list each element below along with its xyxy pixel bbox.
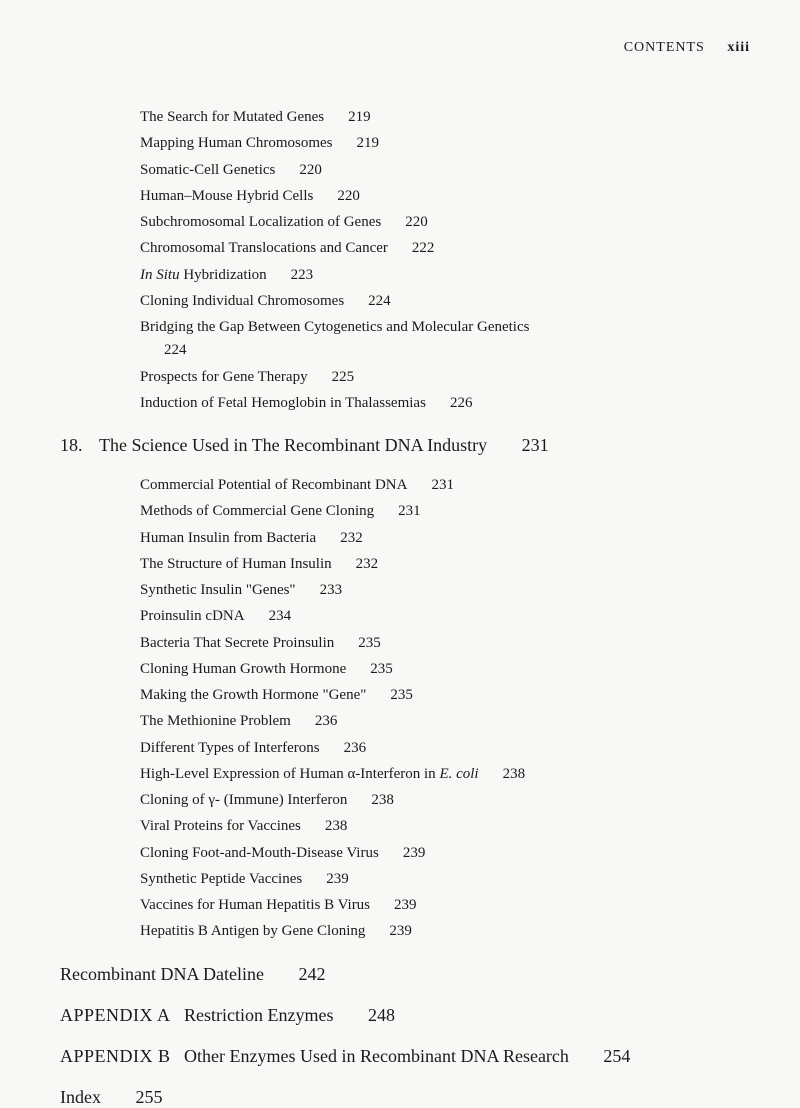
appendix-heading: APPENDIX A Restriction Enzymes 248 bbox=[60, 1005, 750, 1026]
appendix-title bbox=[175, 1005, 184, 1025]
toc-item: Proinsulin cDNA234 bbox=[140, 605, 750, 628]
page-header: CONTENTS xiii bbox=[60, 40, 750, 56]
chapter18-items: Commercial Potential of Recombinant DNA2… bbox=[140, 474, 750, 944]
toc-item: Viral Proteins for Vaccines238 bbox=[140, 815, 750, 838]
toc-item: Cloning Human Growth Hormone235 bbox=[140, 658, 750, 681]
toc-item: Cloning Foot-and-Mouth-Disease Virus239 bbox=[140, 842, 750, 865]
toc-item: Methods of Commercial Gene Cloning231 bbox=[140, 500, 750, 523]
toc-item: Prospects for Gene Therapy225 bbox=[140, 366, 750, 389]
appendix-label: APPENDIX A bbox=[60, 1005, 171, 1025]
section-title: Index bbox=[60, 1087, 101, 1107]
toc-item: Cloning of γ- (Immune) Interferon238 bbox=[140, 789, 750, 812]
toc-item: Vaccines for Human Hepatitis B Virus239 bbox=[140, 894, 750, 917]
section-heading: Index 255 bbox=[60, 1087, 750, 1108]
chapter-heading: 18. The Science Used in The Recombinant … bbox=[60, 435, 750, 456]
toc-item: The Methionine Problem236 bbox=[140, 710, 750, 733]
toc-item: Bridging the Gap Between Cytogenetics an… bbox=[140, 316, 750, 363]
toc-item: Somatic-Cell Genetics220 bbox=[140, 159, 750, 182]
section-page: 254 bbox=[603, 1046, 630, 1066]
toc-item: Hepatitis B Antigen by Gene Cloning239 bbox=[140, 920, 750, 943]
contents-body: The Search for Mutated Genes219 Mapping … bbox=[60, 106, 750, 1108]
appendix-heading: APPENDIX B Other Enzymes Used in Recombi… bbox=[60, 1046, 750, 1067]
section1-items: The Search for Mutated Genes219 Mapping … bbox=[140, 106, 750, 415]
toc-item: High-Level Expression of Human α-Interfe… bbox=[140, 763, 750, 786]
toc-item: Commercial Potential of Recombinant DNA2… bbox=[140, 474, 750, 497]
toc-item: Mapping Human Chromosomes219 bbox=[140, 132, 750, 155]
toc-item: The Structure of Human Insulin232 bbox=[140, 553, 750, 576]
section-title: Recombinant DNA Dateline bbox=[60, 964, 264, 984]
appendix-label: APPENDIX B bbox=[60, 1046, 171, 1066]
section-page: 242 bbox=[298, 964, 325, 984]
toc-item: Different Types of Interferons236 bbox=[140, 737, 750, 760]
toc-item: The Search for Mutated Genes219 bbox=[140, 106, 750, 129]
toc-item: Synthetic Peptide Vaccines239 bbox=[140, 868, 750, 891]
section-page: 248 bbox=[368, 1005, 395, 1025]
toc-item: Induction of Fetal Hemoglobin in Thalass… bbox=[140, 392, 750, 415]
header-page: xiii bbox=[727, 40, 750, 55]
appendix-title bbox=[175, 1046, 184, 1066]
toc-item: Bacteria That Secrete Proinsulin235 bbox=[140, 632, 750, 655]
toc-item: Subchromosomal Localization of Genes220 bbox=[140, 211, 750, 234]
toc-item: Making the Growth Hormone "Gene"235 bbox=[140, 684, 750, 707]
toc-item: Synthetic Insulin "Genes"233 bbox=[140, 579, 750, 602]
section-heading: Recombinant DNA Dateline 242 bbox=[60, 964, 750, 985]
section-page: 255 bbox=[135, 1087, 162, 1107]
toc-item: Human–Mouse Hybrid Cells220 bbox=[140, 185, 750, 208]
chapter-page: 231 bbox=[522, 435, 549, 455]
chapter-number: 18. bbox=[60, 435, 83, 455]
toc-item: Cloning Individual Chromosomes224 bbox=[140, 290, 750, 313]
toc-item: In Situ Hybridization223 bbox=[140, 264, 750, 287]
chapter-title: The Science Used in The Recombinant DNA … bbox=[99, 435, 487, 455]
toc-item: Chromosomal Translocations and Cancer222 bbox=[140, 237, 750, 260]
header-label: CONTENTS bbox=[624, 40, 705, 55]
toc-item: Human Insulin from Bacteria232 bbox=[140, 527, 750, 550]
